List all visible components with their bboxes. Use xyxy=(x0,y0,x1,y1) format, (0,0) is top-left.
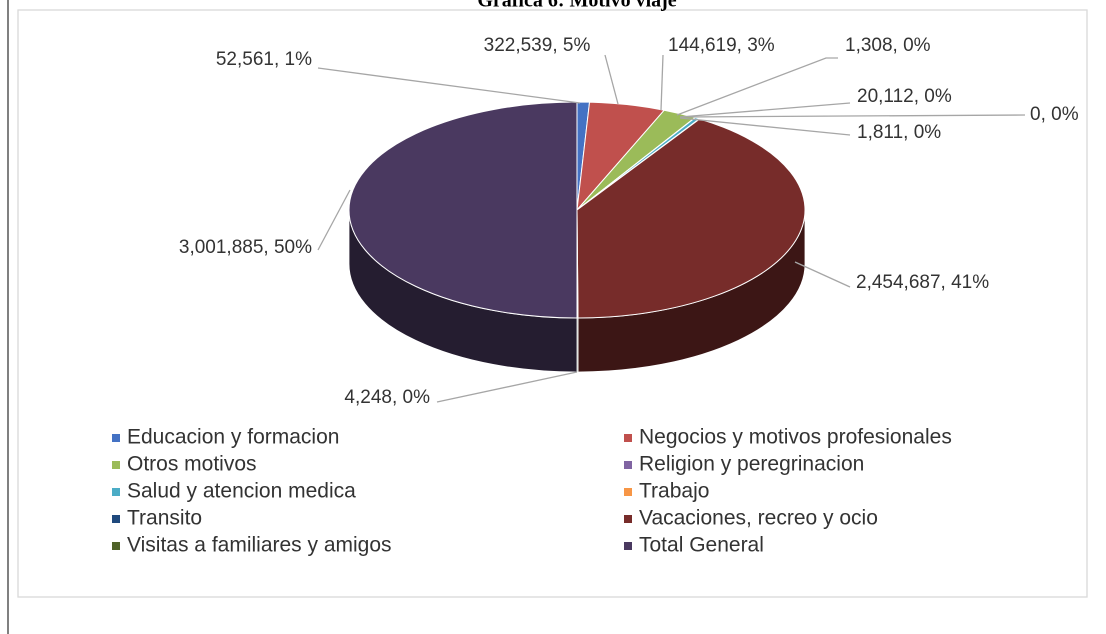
leader-line xyxy=(679,117,851,136)
legend-label: Educacion y formacion xyxy=(127,426,339,449)
data-label: 2,454,687, 41% xyxy=(856,272,989,293)
leader-line xyxy=(604,54,619,105)
legend-label: Otros motivos xyxy=(127,453,257,476)
legend-label: Negocios y motivos profesionales xyxy=(639,426,952,449)
legend-marker xyxy=(112,434,120,442)
legend-marker xyxy=(112,488,120,496)
legend-label: Visitas a familiares y amigos xyxy=(127,534,392,557)
leader-line xyxy=(436,371,578,403)
legend-label: Transito xyxy=(127,507,202,530)
legend-marker xyxy=(112,542,120,550)
legend-label: Total General xyxy=(639,534,764,557)
leader-line xyxy=(681,114,1026,118)
data-label: 3,001,885, 50% xyxy=(179,237,312,258)
leader-line xyxy=(794,261,851,288)
legend-label: Salud y atencion medica xyxy=(127,480,356,503)
legend-label: Religion y peregrinacion xyxy=(639,453,864,476)
data-label: 52,561, 1% xyxy=(216,49,312,70)
data-label: 0, 0% xyxy=(1030,104,1079,125)
leader-line xyxy=(676,57,838,116)
data-label: 1,811, 0% xyxy=(857,122,941,143)
legend-marker xyxy=(112,461,120,469)
legend-marker xyxy=(112,515,120,523)
data-label: 1,308, 0% xyxy=(845,35,931,56)
legend-marker xyxy=(624,488,632,496)
slice xyxy=(576,118,806,319)
slice xyxy=(348,101,578,319)
leader-line xyxy=(317,189,351,251)
chart-title: Grafica 6: Motivo viaje xyxy=(477,0,676,12)
legend-marker xyxy=(624,542,632,550)
leader-line xyxy=(679,102,851,118)
data-label: 4,248, 0% xyxy=(344,387,430,408)
data-label: 20,112, 0% xyxy=(857,86,952,107)
legend-label: Trabajo xyxy=(639,480,709,503)
legend-marker xyxy=(624,434,632,442)
data-label: 322,539, 5% xyxy=(484,35,591,56)
legend-marker xyxy=(624,515,632,523)
leader-line xyxy=(660,54,664,111)
legend-marker xyxy=(624,461,632,469)
leader-line xyxy=(317,67,581,104)
data-label: 144,619, 3% xyxy=(668,35,775,56)
legend-label: Vacaciones, recreo y ocio xyxy=(639,507,878,530)
